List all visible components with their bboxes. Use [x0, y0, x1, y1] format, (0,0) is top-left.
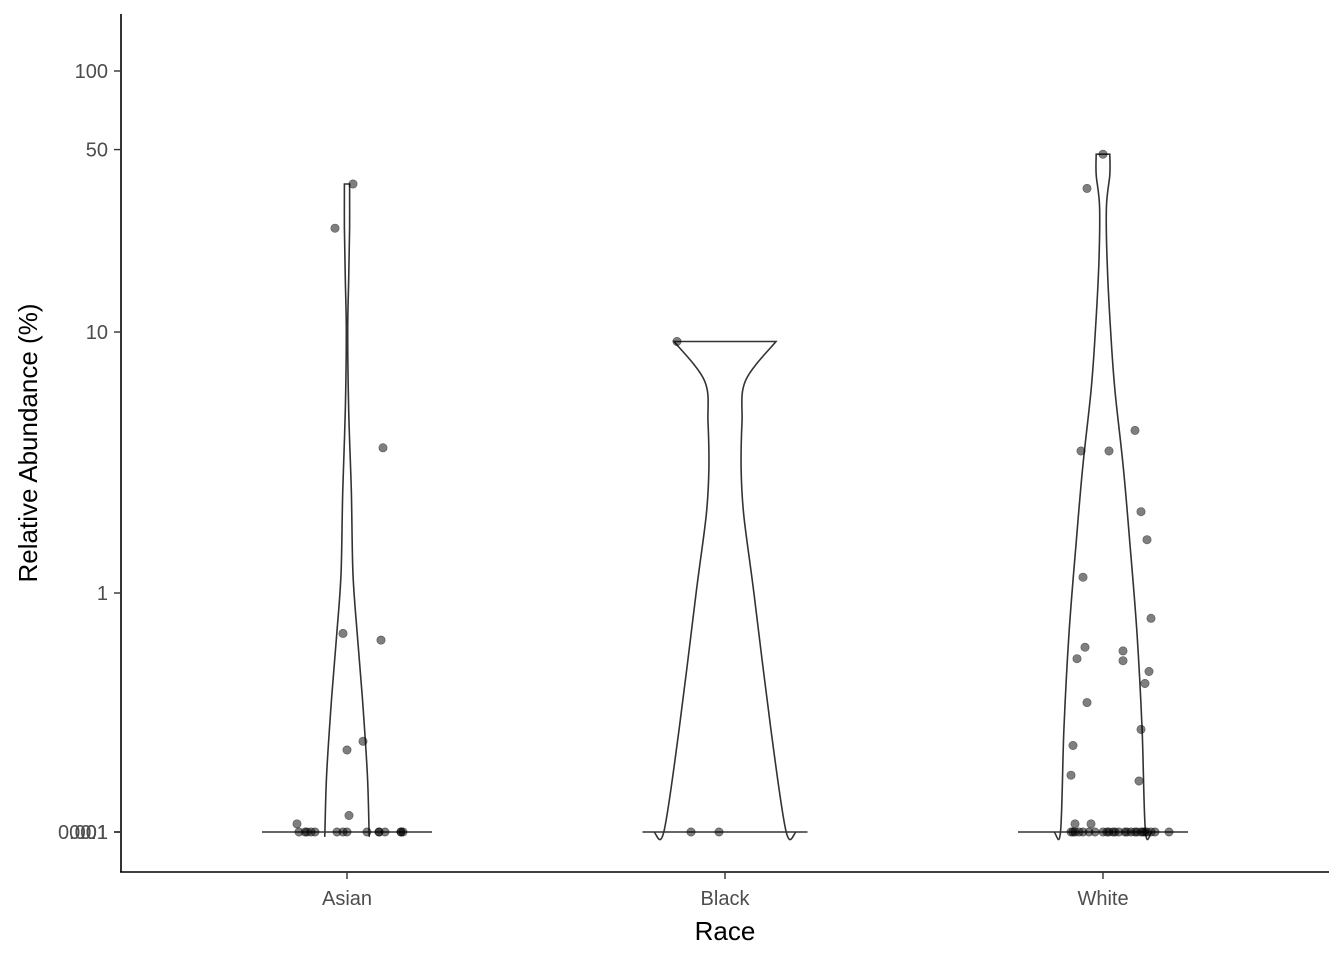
data-point-white: [1082, 698, 1092, 708]
data-point-black: [686, 827, 696, 837]
y-tick-label: 0.01: [69, 822, 108, 844]
data-point-white: [1104, 446, 1114, 456]
data-point-asian: [342, 745, 352, 755]
data-point-white: [1074, 827, 1084, 837]
point-layer: [292, 149, 1174, 837]
data-point-white: [1086, 819, 1096, 829]
data-point-white: [1144, 666, 1154, 676]
data-point-white: [1142, 535, 1152, 545]
data-point-white: [1136, 507, 1146, 517]
data-point-asian: [330, 223, 340, 233]
data-point-asian: [342, 827, 352, 837]
data-point-white: [1066, 770, 1076, 780]
data-point-black: [714, 827, 724, 837]
data-point-asian: [376, 635, 386, 645]
data-point-asian: [380, 827, 390, 837]
x-tick-label: White: [1077, 888, 1128, 910]
data-point-asian: [396, 827, 406, 837]
data-point-white: [1098, 827, 1108, 837]
data-point-white: [1072, 654, 1082, 664]
y-tick-label: 100: [75, 61, 108, 83]
data-point-asian: [338, 628, 348, 638]
data-point-white: [1114, 827, 1124, 837]
violin-white: [1018, 153, 1189, 841]
data-point-white: [1082, 183, 1092, 193]
data-point-asian: [294, 827, 304, 837]
y-tick-label: 1: [97, 583, 108, 605]
violin-black: [642, 340, 808, 841]
data-point-asian: [348, 179, 358, 189]
data-point-asian: [378, 443, 388, 453]
data-point-black: [672, 336, 682, 346]
x-axis-title: Race: [695, 916, 756, 946]
data-point-white: [1080, 642, 1090, 652]
data-point-white: [1118, 656, 1128, 666]
data-point-white: [1136, 724, 1146, 734]
y-tick-label: 50: [86, 140, 108, 162]
x-tick-label: Asian: [322, 888, 372, 910]
data-point-white: [1134, 776, 1144, 786]
data-point-asian: [358, 736, 368, 746]
y-tick-label: 0.1: [80, 822, 108, 844]
data-point-white: [1140, 678, 1150, 688]
data-point-asian: [310, 827, 320, 837]
data-point-white: [1076, 446, 1086, 456]
data-point-asian: [362, 827, 372, 837]
y-tick-label: 10: [86, 322, 108, 344]
y-tick-label: 0.001: [58, 822, 108, 844]
x-tick-label: Black: [701, 888, 751, 910]
data-point-white: [1068, 740, 1078, 750]
data-point-white: [1150, 827, 1160, 837]
y-axis-title: Relative Abundance (%): [13, 304, 43, 583]
data-point-asian: [292, 819, 302, 829]
data-point-white: [1130, 425, 1140, 435]
data-point-white: [1070, 819, 1080, 829]
violin-layer: [262, 153, 1189, 841]
data-point-asian: [344, 810, 354, 820]
data-point-white: [1118, 646, 1128, 656]
x-axis-ticks: Asian Black White: [322, 872, 1129, 910]
violin-asian: [262, 183, 433, 837]
data-point-white: [1122, 827, 1132, 837]
data-point-white: [1078, 572, 1088, 582]
data-point-white: [1090, 827, 1100, 837]
data-point-white: [1164, 827, 1174, 837]
data-point-white: [1146, 613, 1156, 623]
data-point-white: [1098, 149, 1108, 159]
